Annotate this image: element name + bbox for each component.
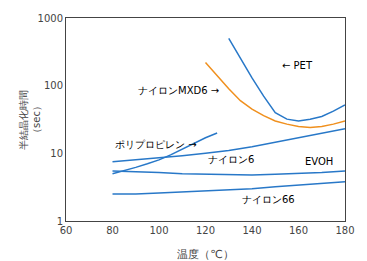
- svg-text:半結晶化時間（sec）: 半結晶化時間（sec）: [18, 90, 42, 150]
- svg-text:100: 100: [149, 225, 168, 236]
- svg-text:← PET: ← PET: [282, 60, 313, 71]
- svg-text:140: 140: [242, 225, 261, 236]
- svg-text:ナイロン6: ナイロン6: [208, 154, 254, 165]
- svg-text:180: 180: [335, 225, 354, 236]
- svg-text:1: 1: [57, 216, 63, 227]
- svg-text:温度（℃）: 温度（℃）: [177, 248, 233, 261]
- svg-text:80: 80: [106, 225, 119, 236]
- svg-text:ナイロンMXD6 →: ナイロンMXD6 →: [138, 85, 219, 96]
- svg-text:10: 10: [50, 148, 63, 159]
- svg-text:120: 120: [196, 225, 215, 236]
- svg-text:160: 160: [289, 225, 308, 236]
- svg-text:ナイロン66: ナイロン66: [242, 194, 295, 205]
- svg-text:100: 100: [44, 80, 63, 91]
- svg-text:60: 60: [60, 225, 73, 236]
- svg-text:EVOH: EVOH: [305, 156, 333, 167]
- svg-text:ポリプロピレン →: ポリプロピレン →: [115, 139, 197, 150]
- svg-text:1000: 1000: [38, 13, 63, 24]
